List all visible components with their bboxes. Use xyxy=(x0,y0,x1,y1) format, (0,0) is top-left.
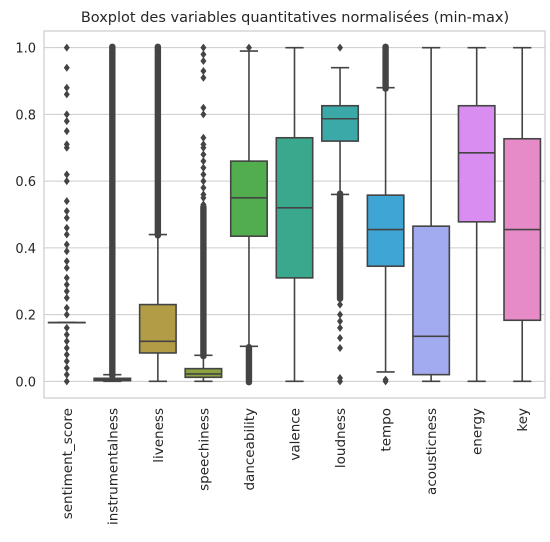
outlier-point xyxy=(64,377,70,385)
x-tick-label: key xyxy=(515,408,531,432)
box-tempo xyxy=(367,44,403,386)
box-key xyxy=(504,48,540,382)
outlier-point xyxy=(64,44,70,52)
outlier-point xyxy=(64,214,70,222)
box-loudness xyxy=(322,44,358,386)
outlier-point xyxy=(337,311,343,319)
outlier-band xyxy=(382,44,388,92)
outlier-point xyxy=(64,117,70,125)
x-tick-label: loudness xyxy=(333,408,349,468)
outlier-band xyxy=(155,44,161,239)
outlier-point xyxy=(64,64,70,72)
x-tick-label: valence xyxy=(288,408,304,461)
box-liveness xyxy=(140,44,176,382)
x-tick-label: acousticness xyxy=(424,408,440,495)
box-speechiness xyxy=(185,44,221,382)
chart-title: Boxplot des variables quantitatives norm… xyxy=(81,10,509,26)
box-body xyxy=(231,161,267,236)
y-tick-label: 0.2 xyxy=(15,309,36,324)
box-sentiment_score xyxy=(49,44,85,386)
box-body xyxy=(458,106,494,222)
x-tick-label: instrumentalness xyxy=(105,408,121,525)
x-tick-label: liveness xyxy=(151,408,167,463)
box-energy xyxy=(458,48,494,382)
y-tick-label: 0.0 xyxy=(15,375,36,390)
outlier-point xyxy=(200,74,206,82)
box-acousticness xyxy=(413,48,449,382)
outlier-point xyxy=(337,344,343,352)
box-body xyxy=(185,369,221,378)
outlier-point xyxy=(200,57,206,65)
y-tick-label: 0.6 xyxy=(15,175,36,190)
outlier-band xyxy=(200,204,206,359)
box-body xyxy=(322,106,358,141)
outlier-point xyxy=(337,44,343,52)
outlier-point xyxy=(64,197,70,205)
x-tick-label: danceability xyxy=(242,408,258,491)
y-tick-label: 1.0 xyxy=(15,42,36,57)
outlier-point xyxy=(64,247,70,255)
box-body xyxy=(140,305,176,353)
box-valence xyxy=(276,48,312,382)
outlier-point xyxy=(64,127,70,135)
x-tick-label: speechiness xyxy=(196,408,212,491)
x-tick-label: tempo xyxy=(379,408,395,452)
outlier-band xyxy=(109,44,115,379)
outlier-point xyxy=(337,301,343,309)
box-body xyxy=(367,195,403,266)
outlier-point xyxy=(64,311,70,319)
outlier-point xyxy=(64,90,70,98)
outlier-point xyxy=(64,231,70,239)
outlier-point xyxy=(64,294,70,302)
outlier-point xyxy=(64,177,70,185)
y-tick-label: 0.4 xyxy=(15,242,36,257)
outlier-point xyxy=(337,334,343,342)
box-body xyxy=(413,226,449,374)
outlier-band xyxy=(337,190,343,301)
y-tick-label: 0.8 xyxy=(15,108,36,123)
outlier-point xyxy=(64,264,70,272)
outlier-band xyxy=(246,344,252,385)
outlier-point xyxy=(200,110,206,118)
box-danceability xyxy=(231,44,267,386)
boxes xyxy=(49,44,541,386)
x-tick-label: sentiment_score xyxy=(60,408,76,519)
x-tick-label: energy xyxy=(470,408,486,455)
box-instrumentalness xyxy=(94,44,130,382)
